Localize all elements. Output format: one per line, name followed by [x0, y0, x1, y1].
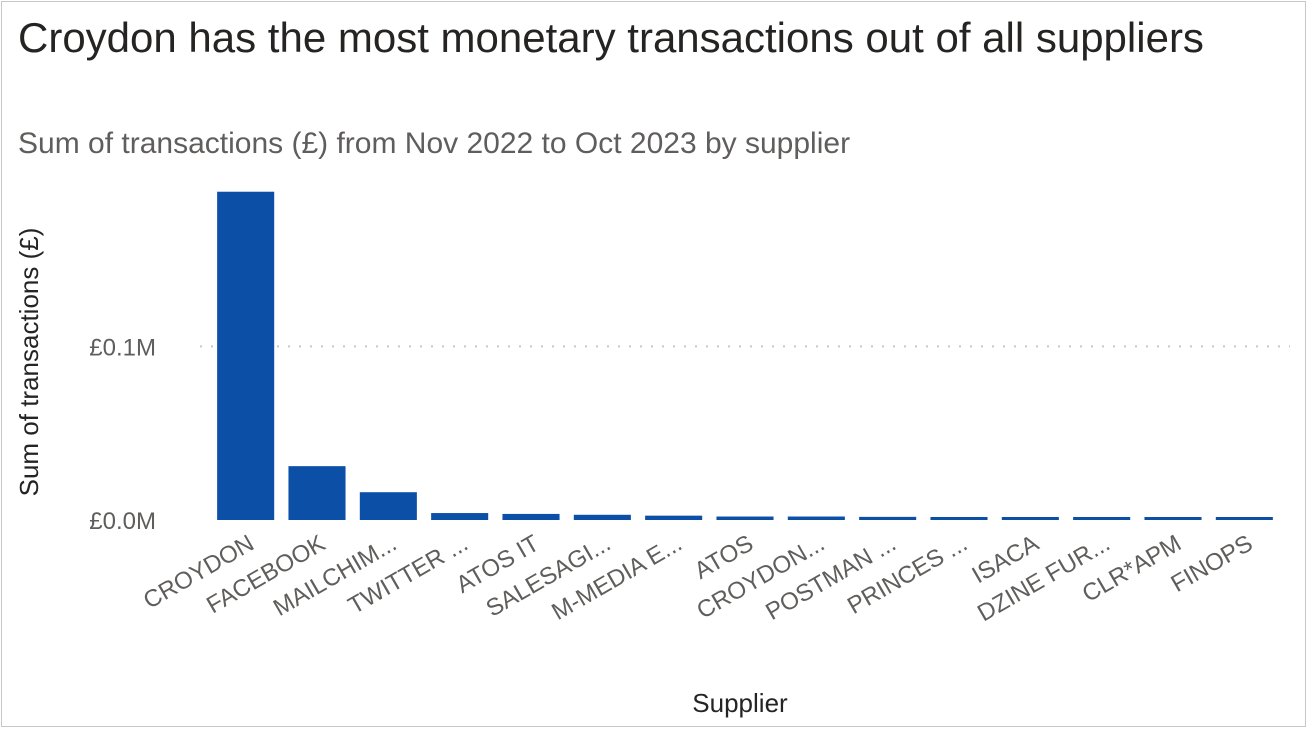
bar-facebook[interactable] — [288, 466, 346, 520]
bar-twitter[interactable] — [431, 513, 489, 520]
chart-title: Croydon has the most monetary transactio… — [18, 14, 1204, 61]
bar-m-media-e[interactable] — [645, 515, 703, 520]
y-tick-label: £0.0M — [89, 508, 156, 535]
bar-mailchim[interactable] — [359, 492, 417, 520]
bars — [217, 191, 1273, 520]
bar-clr-apm[interactable] — [1144, 517, 1202, 520]
chart-subtitle: Sum of transactions (£) from Nov 2022 to… — [18, 127, 851, 160]
bar-atos-it[interactable] — [502, 513, 560, 520]
bar-postman[interactable] — [859, 516, 917, 520]
bar-isaca[interactable] — [1001, 517, 1059, 520]
bar-dzine-fur[interactable] — [1073, 517, 1131, 520]
bar-princes[interactable] — [930, 517, 988, 520]
y-axis-title: Sum of transactions (£) — [14, 228, 44, 497]
bar-croydon[interactable] — [787, 516, 845, 520]
x-tick-label: FINOPS — [1166, 530, 1257, 598]
bar-croydon[interactable] — [217, 191, 275, 520]
y-tick-label: £0.1M — [89, 334, 156, 361]
bar-salesagi[interactable] — [573, 514, 631, 520]
bar-atos[interactable] — [716, 516, 774, 520]
x-axis-title: Supplier — [692, 688, 788, 718]
bar-finops[interactable] — [1215, 517, 1273, 520]
y-axis-ticks: £0.0M £0.1M — [89, 334, 156, 535]
